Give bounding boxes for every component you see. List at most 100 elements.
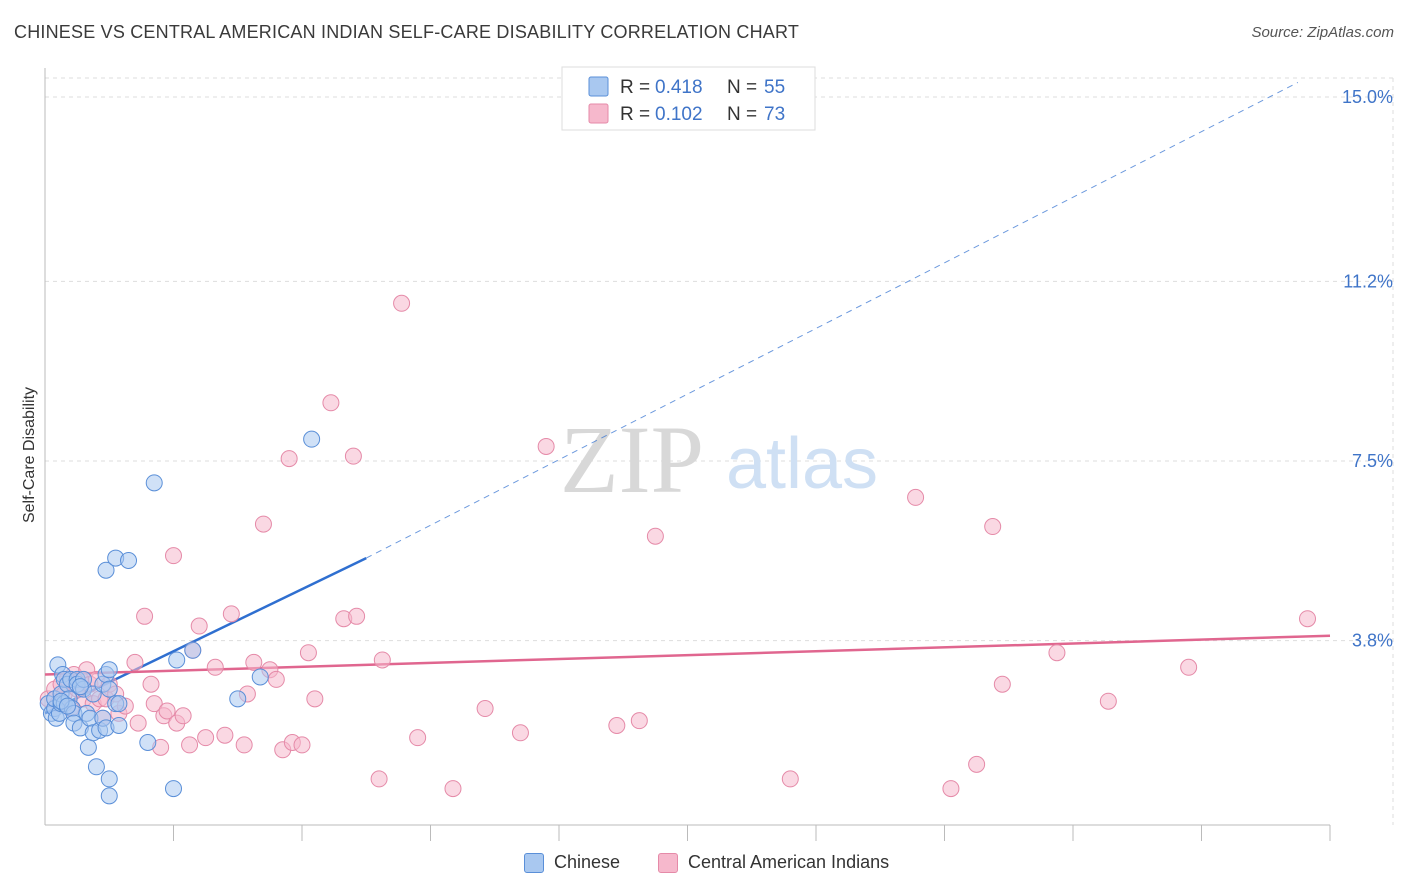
y-tick-label-0: 3.8%: [1352, 631, 1393, 651]
chart-canvas: ZIP atlas 3.8%7.5%11.2%15.0%0.0%40.0% Se…: [21, 66, 1395, 841]
legend-top: R = 0.418 N = 55 R = 0.102 N = 73: [561, 66, 816, 131]
legend-item-central-american-indians: Central American Indians: [658, 852, 889, 873]
grid-lines: [45, 77, 1395, 825]
data-point-central-american-indians-30: [165, 547, 182, 565]
data-point-central-american-indians-26: [145, 695, 163, 713]
data-point-central-american-indians-50: [299, 644, 317, 662]
data-point-central-american-indians-47: [280, 450, 298, 468]
data-point-chinese-53: [58, 697, 76, 715]
data-point-central-american-indians-67: [781, 770, 799, 788]
data-point-central-american-indians-66: [646, 527, 664, 545]
data-point-central-american-indians-73: [1048, 644, 1066, 662]
data-point-central-american-indians-62: [511, 724, 529, 742]
tick-labels: 3.8%7.5%11.2%15.0%0.0%40.0%: [1342, 87, 1393, 651]
data-point-chinese-48: [184, 641, 202, 659]
data-point-central-american-indians-58: [393, 294, 411, 312]
data-point-chinese-51: [303, 430, 321, 448]
data-point-central-american-indians-70: [968, 755, 986, 773]
trend-line-central-american-indians: [44, 634, 1331, 676]
legend-swatch-central-american-indians: [588, 103, 609, 124]
legend-n-value-central-american-indians: 73: [764, 104, 785, 125]
data-point-central-american-indians-60: [444, 780, 462, 798]
legend-n-label-chinese: N =: [727, 77, 762, 98]
data-point-chinese-41: [110, 717, 128, 735]
data-point-central-american-indians-75: [1180, 658, 1198, 676]
data-point-central-american-indians-69: [942, 780, 960, 798]
data-point-chinese-54: [71, 678, 89, 696]
data-point-central-american-indians-59: [409, 729, 427, 747]
chart-title: CHINESE VS CENTRAL AMERICAN INDIAN SELF-…: [14, 22, 800, 42]
legend-r-value-central-american-indians: 0.102: [655, 104, 703, 125]
data-point-central-american-indians-33: [181, 736, 199, 754]
data-point-chinese-28: [87, 758, 105, 776]
y-tick-label-2: 11.2%: [1343, 271, 1393, 291]
data-point-chinese-38: [100, 787, 118, 805]
legend-n-value-chinese: 55: [764, 77, 785, 98]
data-point-central-american-indians-43: [254, 515, 272, 533]
data-point-chinese-47: [168, 651, 186, 669]
data-point-central-american-indians-55: [348, 607, 366, 625]
data-point-central-american-indians-64: [608, 717, 626, 735]
data-point-central-american-indians-39: [222, 605, 240, 623]
data-point-central-american-indians-57: [373, 651, 391, 669]
data-point-central-american-indians-51: [306, 690, 324, 708]
legend-r-label-central-american-indians: R =: [620, 104, 655, 125]
data-point-central-american-indians-74: [1099, 692, 1117, 710]
data-point-chinese-36: [97, 561, 115, 579]
data-point-chinese-43: [120, 551, 138, 569]
legend-item-chinese: Chinese: [524, 852, 620, 873]
data-point-central-american-indians-72: [993, 675, 1011, 693]
data-point-central-american-indians-63: [537, 437, 555, 455]
legend-bottom: Chinese Central American Indians: [0, 852, 1406, 878]
data-point-central-american-indians-45: [267, 670, 285, 688]
data-point-central-american-indians-32: [174, 707, 192, 725]
data-point-central-american-indians-61: [476, 700, 494, 718]
y-axis-label: Self-Care Disability: [21, 387, 38, 523]
legend-swatch-chinese: [524, 852, 544, 873]
data-point-chinese-35: [100, 680, 118, 698]
data-point-central-american-indians-42: [245, 653, 263, 671]
data-point-chinese-34: [100, 661, 118, 679]
data-point-central-american-indians-35: [190, 617, 208, 635]
data-point-chinese-50: [251, 668, 269, 686]
watermark-zip: ZIP: [560, 406, 704, 513]
data-point-central-american-indians-54: [344, 447, 362, 465]
data-point-central-american-indians-71: [984, 518, 1002, 536]
data-point-central-american-indians-22: [126, 653, 144, 671]
y-tick-label-3: 15.0%: [1342, 87, 1393, 107]
data-point-chinese-49: [229, 690, 247, 708]
data-point-central-american-indians-25: [142, 675, 160, 693]
legend-r-value-chinese: 0.418: [655, 77, 703, 98]
series-central-american-indians: [39, 294, 1317, 798]
data-point-chinese-37: [100, 770, 118, 788]
data-point-central-american-indians-38: [216, 726, 234, 744]
data-point-central-american-indians-49: [293, 736, 311, 754]
data-point-central-american-indians-65: [630, 712, 648, 730]
data-point-central-american-indians-37: [206, 658, 224, 676]
data-point-central-american-indians-24: [136, 607, 154, 625]
data-point-central-american-indians-29: [158, 702, 176, 720]
data-point-central-american-indians-40: [235, 736, 253, 754]
data-point-chinese-42: [110, 695, 128, 713]
data-point-central-american-indians-76: [1299, 610, 1317, 628]
data-point-central-american-indians-56: [370, 770, 388, 788]
legend-label-chinese: Chinese: [554, 852, 621, 872]
legend-swatch-central-american-indians: [658, 852, 678, 873]
data-point-chinese-44: [139, 733, 157, 751]
data-point-central-american-indians-52: [322, 394, 340, 412]
legend-n-label-central-american-indians: N =: [727, 104, 762, 125]
y-tick-label-1: 7.5%: [1352, 451, 1393, 471]
watermark-atlas: atlas: [726, 424, 878, 504]
legend-label-central-american-indians: Central American Indians: [688, 852, 890, 872]
series-chinese: [39, 430, 321, 805]
data-point-chinese-46: [165, 780, 182, 798]
legend-swatch-chinese: [588, 76, 609, 97]
data-point-chinese-24: [79, 738, 97, 756]
legend-r-label-chinese: R =: [620, 77, 655, 98]
data-point-chinese-45: [145, 474, 163, 492]
data-point-central-american-indians-23: [129, 714, 147, 732]
watermark: ZIP atlas: [560, 406, 878, 513]
source-label: Source: ZipAtlas.com: [1251, 24, 1394, 41]
trend-line-chinese-extension: [366, 81, 1299, 559]
data-point-central-american-indians-68: [907, 488, 925, 506]
